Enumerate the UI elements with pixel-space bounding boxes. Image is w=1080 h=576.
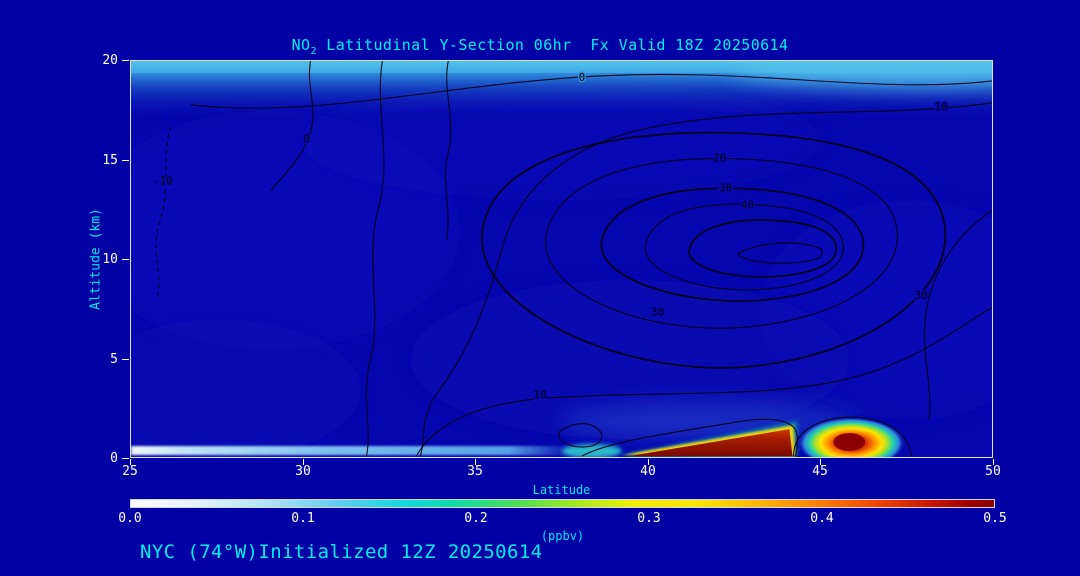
x-tick-label-45: 45 (812, 464, 828, 479)
contour-loop-outer (481, 131, 947, 369)
chart-title-rest: Latitudinal Y-Section 06hr Fx Valid 18Z … (316, 36, 789, 54)
contour-loop-20 (545, 157, 898, 329)
y-tick-mark (122, 60, 129, 61)
contour-plume-edge (581, 418, 799, 457)
contour-neg10-dashed (155, 126, 172, 300)
colorbar-tick-0.1: 0.1 (291, 511, 315, 526)
colorbar-tick-0.5: 0.5 (983, 511, 1007, 526)
x-tick-label-35: 35 (467, 464, 483, 479)
cross-section-plot: 0 10 0 -10 20 30 40 30 30 10 (131, 61, 992, 457)
init-info-text: NYC (74°W)Initialized 12Z 20250614 (140, 541, 543, 563)
x-tick-mark (130, 459, 131, 465)
chart-title-subscript: 2 (310, 46, 317, 57)
colorbar-tick-0.3: 0.3 (637, 511, 661, 526)
fill-surface-stripe (131, 446, 575, 456)
contour-label: 30 (719, 181, 732, 194)
x-tick-mark (820, 459, 821, 465)
contour-label: 40 (741, 198, 754, 211)
x-tick-mark (303, 459, 304, 465)
contour-label: 20 (713, 152, 726, 165)
colorbar-tick-0.4: 0.4 (810, 511, 834, 526)
contour-label: 30 (915, 289, 928, 302)
contour-label: 10 (935, 101, 948, 114)
contour-0-top (190, 73, 992, 109)
contour-loop-30 (600, 187, 865, 302)
contour-0-left (365, 61, 385, 457)
colorbar-tick-0.2: 0.2 (464, 511, 488, 526)
contour-loop-inner (688, 219, 838, 278)
contour-label: 10 (533, 388, 546, 401)
x-tick-label-40: 40 (640, 464, 656, 479)
contour-10-lower (415, 307, 992, 457)
fill-top-right-bright (729, 61, 992, 87)
contour-30-right (923, 209, 992, 420)
contour-label: 0 (579, 71, 586, 84)
chart-title-prefix: NO (291, 36, 311, 54)
x-tick-mark (475, 459, 476, 465)
contour-label: 30 (651, 306, 664, 319)
y-tick-mark (122, 458, 129, 459)
x-tick-mark (648, 459, 649, 465)
colorbar (130, 499, 995, 508)
contour-label: 0 (303, 133, 310, 146)
y-tick-mark (122, 160, 129, 161)
contour-10-upper (419, 102, 992, 457)
contour-blob-ring (792, 416, 912, 457)
x-axis-label: Latitude (532, 483, 591, 497)
x-tick-label-25: 25 (122, 464, 138, 479)
y-tick-mark (122, 359, 129, 360)
colorbar-units-label: (ppbv) (540, 529, 585, 543)
y-tick-label-15: 15 (102, 153, 118, 168)
y-tick-label-10: 10 (102, 252, 118, 267)
colorbar-tick-0.0: 0.0 (118, 511, 142, 526)
y-tick-label-5: 5 (110, 352, 118, 367)
chart-title: NO2 Latitudinal Y-Section 06hr Fx Valid … (0, 36, 1080, 57)
contour-lines (155, 61, 992, 457)
plot-area: 0 10 0 -10 20 30 40 30 30 10 (130, 60, 993, 458)
x-tick-label-50: 50 (985, 464, 1001, 479)
contour-label: -10 (153, 174, 173, 187)
y-tick-mark (122, 259, 129, 260)
contour-small-loop (558, 423, 603, 448)
contour-lens (737, 242, 823, 264)
contour-labels: 0 10 0 -10 20 30 40 30 30 10 (152, 69, 950, 402)
contour-loop-40 (645, 203, 844, 291)
contour-0-left-upper (270, 61, 314, 191)
x-tick-mark (993, 459, 994, 465)
contour-left-branch (444, 61, 452, 241)
fill-top-row (131, 61, 992, 73)
hotspot-blob (797, 417, 906, 457)
y-tick-label-20: 20 (102, 53, 118, 68)
y-tick-label-0: 0 (110, 451, 118, 466)
x-tick-label-30: 30 (295, 464, 311, 479)
